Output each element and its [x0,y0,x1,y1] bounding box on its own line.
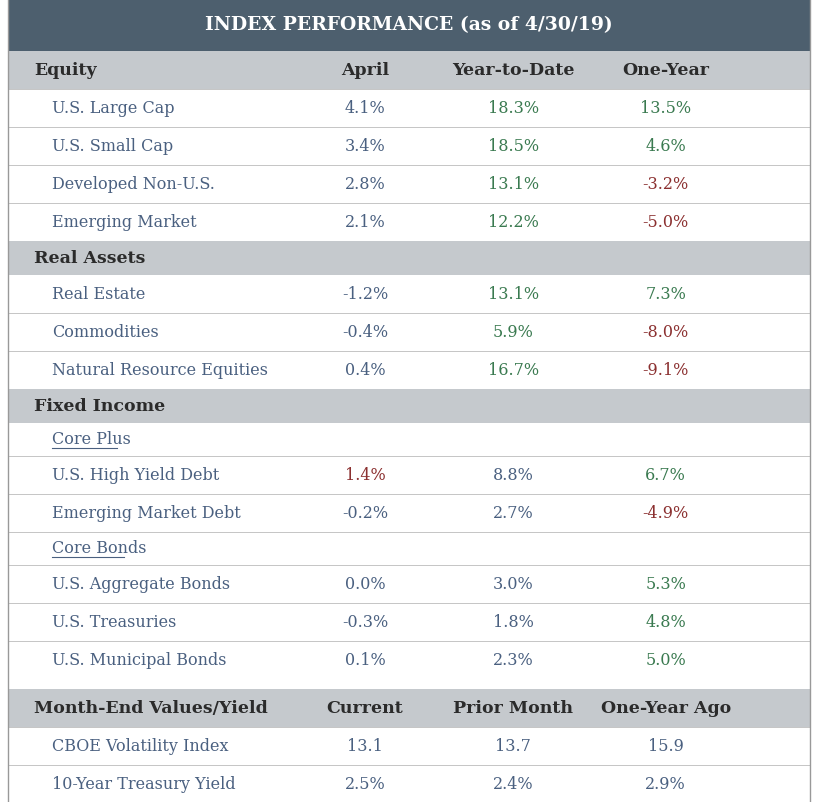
Text: One-Year: One-Year [622,62,709,79]
Text: -0.3%: -0.3% [342,614,388,630]
Text: 6.7%: 6.7% [645,467,686,484]
Text: 1.8%: 1.8% [492,614,533,630]
Text: Prior Month: Prior Month [453,699,573,716]
Text: U.S. High Yield Debt: U.S. High Yield Debt [52,467,220,484]
Text: 5.0%: 5.0% [645,651,686,668]
Text: 2.5%: 2.5% [344,775,385,792]
Text: Emerging Market: Emerging Market [52,214,197,231]
Text: 5.9%: 5.9% [492,323,533,341]
Bar [8,389,810,423]
Text: 13.1: 13.1 [347,737,383,754]
Text: 12.2%: 12.2% [488,214,539,231]
Text: 0.1%: 0.1% [344,651,385,668]
Text: 2.4%: 2.4% [493,775,533,792]
Bar [8,456,810,494]
Bar [8,165,810,203]
Text: Fixed Income: Fixed Income [34,398,166,415]
Text: Core Plus: Core Plus [52,431,132,448]
Text: 0.4%: 0.4% [344,362,385,379]
Text: 4.8%: 4.8% [645,614,686,630]
Bar [8,241,810,275]
Text: 10-Year Treasury Yield: 10-Year Treasury Yield [52,775,236,792]
Text: 2.3%: 2.3% [493,651,533,668]
Text: -5.0%: -5.0% [642,214,689,231]
Text: U.S. Treasuries: U.S. Treasuries [52,614,177,630]
Text: U.S. Municipal Bonds: U.S. Municipal Bonds [52,651,227,668]
Text: 4.6%: 4.6% [645,138,686,155]
Text: 13.1%: 13.1% [488,176,539,192]
Bar [8,641,810,678]
Bar [8,0,810,51]
Text: -0.4%: -0.4% [342,323,388,341]
Bar [8,494,810,532]
Text: 0.0%: 0.0% [344,575,385,592]
Text: Current: Current [326,699,403,716]
Text: 8.8%: 8.8% [492,467,533,484]
Bar [8,423,810,456]
Text: 5.3%: 5.3% [645,575,686,592]
Bar [8,532,810,565]
Text: 16.7%: 16.7% [488,362,539,379]
Text: 13.7: 13.7 [496,737,531,754]
Text: Real Estate: Real Estate [52,286,146,302]
Bar [8,313,810,351]
Text: Real Assets: Real Assets [34,249,146,267]
Text: 15.9: 15.9 [648,737,684,754]
Text: Month-End Values/Yield: Month-End Values/Yield [34,699,268,716]
Text: April: April [341,62,389,79]
Text: 2.8%: 2.8% [344,176,385,192]
Text: Equity: Equity [34,62,97,79]
Text: 2.9%: 2.9% [645,775,686,792]
Text: 13.5%: 13.5% [640,100,691,117]
Bar [8,89,810,128]
Text: 7.3%: 7.3% [645,286,686,302]
Text: One-Year Ago: One-Year Ago [600,699,730,716]
Text: 2.1%: 2.1% [344,214,385,231]
Bar [8,51,810,89]
Text: 4.1%: 4.1% [344,100,385,117]
Text: 3.4%: 3.4% [344,138,385,155]
Text: 18.3%: 18.3% [488,100,539,117]
Text: U.S. Aggregate Bonds: U.S. Aggregate Bonds [52,575,231,592]
Bar [8,128,810,165]
Bar [8,565,810,603]
Text: -8.0%: -8.0% [642,323,689,341]
Bar [8,603,810,641]
Text: -4.9%: -4.9% [642,504,689,521]
Text: Commodities: Commodities [52,323,160,341]
Text: INDEX PERFORMANCE (as of 4/30/19): INDEX PERFORMANCE (as of 4/30/19) [205,17,613,34]
Text: 13.1%: 13.1% [488,286,539,302]
Text: U.S. Small Cap: U.S. Small Cap [52,138,173,155]
Text: 18.5%: 18.5% [488,138,539,155]
Text: 1.4%: 1.4% [344,467,385,484]
Bar [8,764,810,802]
Text: Natural Resource Equities: Natural Resource Equities [52,362,268,379]
Text: -9.1%: -9.1% [642,362,689,379]
Bar [8,275,810,313]
Text: 2.7%: 2.7% [493,504,533,521]
Bar [8,203,810,241]
Bar [8,727,810,764]
Text: Core Bonds: Core Bonds [52,540,147,557]
Text: Year-to-Date: Year-to-Date [452,62,574,79]
Text: Developed Non-U.S.: Developed Non-U.S. [52,176,215,192]
Text: 3.0%: 3.0% [493,575,533,592]
Text: -3.2%: -3.2% [642,176,689,192]
Bar [8,689,810,727]
Text: -1.2%: -1.2% [342,286,388,302]
Text: -0.2%: -0.2% [342,504,388,521]
Text: CBOE Volatility Index: CBOE Volatility Index [52,737,229,754]
Text: U.S. Large Cap: U.S. Large Cap [52,100,175,117]
Text: Emerging Market Debt: Emerging Market Debt [52,504,241,521]
Bar [8,351,810,389]
